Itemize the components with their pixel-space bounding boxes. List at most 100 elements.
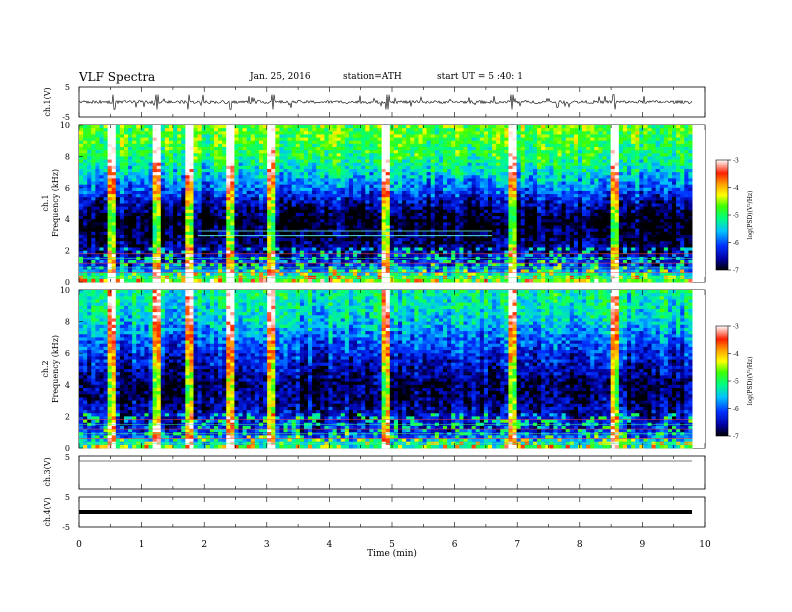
ch1-spectrogram-image	[79, 125, 705, 283]
spectrogram-cell	[295, 143, 301, 148]
spectrogram-cell	[402, 250, 407, 255]
spectrogram-cell	[152, 168, 158, 173]
spectrogram-cell	[377, 165, 383, 170]
spectrogram-cell	[422, 131, 428, 135]
spectrogram-cell	[308, 263, 313, 267]
spectrogram-cell	[291, 156, 297, 160]
spectrogram-cell	[258, 231, 264, 236]
spectrogram-cell	[430, 134, 436, 138]
spectrogram-cell	[275, 156, 280, 160]
spectrogram-cell	[226, 278, 231, 283]
spectrogram-cell	[185, 228, 190, 233]
spectrogram-cell	[181, 165, 186, 170]
spectrogram-cell	[132, 137, 137, 142]
spectrogram-cell	[177, 247, 182, 251]
spectrogram-cell	[443, 156, 448, 160]
spectrogram-cell	[455, 128, 460, 132]
spectrogram-cell	[238, 128, 243, 132]
start-time-label: start UT = 5 :40: 1	[437, 72, 523, 82]
spectrogram-cell	[377, 225, 383, 230]
spectrogram-cell	[254, 143, 260, 148]
spectrogram-cell	[393, 203, 399, 208]
spectrogram-cell	[369, 184, 374, 189]
spectrogram-cell	[410, 168, 415, 173]
spectrogram-cell	[381, 128, 387, 132]
spectrogram-cell	[111, 228, 117, 233]
spectrogram-cell	[373, 278, 378, 283]
spectrogram-cell	[438, 247, 444, 251]
spectrogram-cell	[267, 125, 272, 129]
spectrogram-cell	[406, 247, 411, 251]
spectrogram-cell	[222, 263, 227, 267]
spectrogram-cell	[107, 269, 113, 273]
spectrogram-cell	[185, 194, 190, 198]
spectrogram-cell	[250, 244, 256, 248]
spectrogram-cell	[132, 168, 137, 173]
spectrogram-cell	[205, 178, 211, 182]
spectrogram-cell	[79, 162, 84, 167]
spectrogram-cell	[263, 150, 268, 154]
spectrogram-cell	[226, 178, 231, 182]
spectrogram-cell	[168, 212, 174, 217]
spectrogram-cell	[291, 168, 297, 173]
spectrogram-cell	[451, 150, 456, 154]
spectrogram-cell	[250, 172, 256, 176]
spectrogram-cell	[205, 197, 211, 201]
spectrogram-cell	[99, 125, 104, 129]
spectrogram-cell	[324, 216, 329, 220]
spectrogram-cell	[136, 222, 141, 226]
spectrogram-cell	[140, 269, 145, 273]
spectrogram-cell	[275, 125, 280, 129]
spectrogram-cell	[218, 278, 223, 283]
spectrogram-cell	[226, 200, 231, 204]
spectrogram-cell	[152, 178, 158, 182]
spectrogram-cell	[263, 178, 268, 182]
spectrogram-cell	[312, 128, 317, 132]
spectrogram-cell	[303, 234, 309, 239]
spectrogram-cell	[393, 159, 399, 164]
spectrogram-cell	[128, 238, 133, 242]
spectrogram-cell	[254, 253, 260, 258]
spectrogram-cell	[295, 272, 301, 277]
spectrogram-cell	[332, 134, 338, 138]
spectrogram-cell	[291, 131, 297, 135]
spectrogram-cell	[83, 241, 88, 245]
spectrogram-cell	[99, 131, 104, 135]
spectrogram-cell	[287, 278, 293, 283]
spectrogram-cell	[344, 272, 350, 277]
spectrogram-cell	[193, 156, 199, 160]
spectrogram-cell	[160, 222, 166, 226]
spectrogram-cell	[140, 146, 145, 151]
spectrogram-cell	[201, 131, 207, 135]
spectrogram-cell	[254, 269, 260, 273]
spectrogram-cell	[193, 225, 199, 230]
spectrogram-cell	[83, 181, 88, 186]
spectrogram-cell	[226, 134, 231, 138]
spectrogram-cell	[91, 137, 96, 142]
spectrogram-cell	[230, 260, 235, 264]
spectrogram-cell	[434, 222, 440, 226]
spectrogram-cell	[336, 209, 342, 214]
spectrogram-cell	[279, 200, 284, 204]
spectrogram-cell	[168, 140, 174, 145]
spectrogram-cell	[373, 181, 378, 186]
spectrogram-cell	[152, 150, 158, 154]
spectrogram-cell	[295, 212, 301, 217]
spectrogram-cell	[312, 165, 317, 170]
spectrogram-cell	[83, 172, 88, 176]
spectrogram-cell	[128, 134, 133, 138]
spectrogram-cell	[471, 250, 477, 255]
spectrogram-cell	[357, 150, 362, 154]
spectrogram-cell	[140, 216, 145, 220]
spectrogram-cell	[213, 238, 219, 242]
spectrogram-cell	[279, 150, 284, 154]
spectrogram-cell	[250, 263, 256, 267]
spectrogram-cell	[463, 143, 468, 148]
spectrogram-cell	[238, 187, 243, 192]
spectrogram-cell	[95, 241, 100, 245]
spectrogram-cell	[197, 197, 203, 201]
spectrogram-cell	[451, 263, 456, 267]
spectrogram-cell	[234, 197, 239, 201]
spectrogram-cell	[377, 168, 383, 173]
spectrogram-cell	[381, 162, 387, 167]
